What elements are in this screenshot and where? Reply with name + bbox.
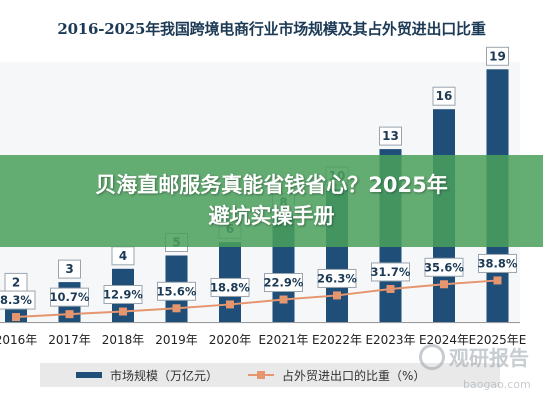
line-label-box-1 [50, 287, 89, 307]
line-label-box-6 [317, 268, 357, 288]
bar-label-1: 3 [65, 262, 73, 276]
line-label-6: 26.3% [317, 271, 357, 285]
bar-label-box-1 [58, 259, 81, 279]
bar-label-2: 4 [119, 249, 127, 263]
line-label-5: 22.9% [264, 276, 304, 290]
watermark-logo-icon [419, 344, 445, 370]
bar-label-8: 16 [436, 89, 453, 103]
line-label-4: 18.8% [210, 280, 250, 294]
line-label-box-2 [103, 285, 143, 305]
x-tick-label-5: E2021年 [258, 333, 308, 347]
bar-label-box-8 [432, 86, 456, 106]
watermark-url: baogao.com [463, 378, 531, 391]
line-label-box-0 [0, 290, 36, 310]
banner-headline[interactable]: 贝海直邮服务真能省钱省心？2025年避坑实操手册 [95, 173, 448, 228]
line-label-0: 8.3% [0, 293, 32, 307]
legend-item-line: 占外贸进出口的比重（%） [248, 367, 425, 384]
watermark: 观研报告 baogao.com [419, 338, 539, 408]
line-label-box-4 [210, 277, 250, 297]
x-tick-label-2: 2018年 [102, 333, 145, 347]
watermark-name: 观研报告 [449, 346, 529, 370]
line-point-5 [279, 295, 288, 304]
x-tick-label-1: 2017年 [48, 333, 91, 347]
x-tick-label-3: 2019年 [155, 333, 198, 347]
line-point-6 [333, 291, 341, 300]
line-point-0 [12, 313, 20, 322]
line-point-3 [172, 304, 181, 313]
legend-bar-swatch [76, 372, 102, 378]
line-label-8: 35.6% [424, 260, 464, 274]
line-label-box-7 [371, 262, 410, 282]
bar-label-7: 13 [382, 129, 399, 143]
line-point-8 [440, 280, 448, 289]
legend-line-swatch [248, 371, 275, 379]
line-label-9: 38.8% [478, 256, 518, 270]
chart-title: 2016-2025年我国跨境电商行业市场规模及其占外贸进出口比重 [57, 20, 486, 38]
x-tick-label-8: E2024年 [419, 333, 469, 347]
bar-label-0: 2 [12, 275, 20, 289]
legend-item-bar: 市场规模（万亿元） [76, 367, 218, 384]
line-label-2: 12.9% [103, 288, 143, 302]
line-point-2 [119, 307, 127, 316]
line-label-3: 15.6% [157, 284, 197, 298]
legend-bar-label: 市场规模（万亿元） [110, 368, 219, 383]
line-point-4 [226, 300, 234, 309]
line-label-7: 31.7% [371, 265, 411, 279]
line-point-9 [493, 276, 502, 285]
bar-label-box-9 [486, 46, 509, 66]
bar-label-9: 19 [489, 49, 506, 63]
line-point-7 [386, 284, 395, 293]
x-tick-label-9: E2025年E [469, 333, 527, 347]
line-point-1 [65, 310, 74, 319]
line-label-1: 10.7% [50, 290, 90, 304]
x-tick-label-6: E2022年 [312, 333, 362, 347]
line-label-box-5 [264, 273, 303, 293]
overlay-banner[interactable]: 贝海直邮服务真能省钱省心？2025年避坑实操手册 [0, 155, 543, 247]
bar-label-box-7 [379, 126, 402, 146]
line-label-box-3 [157, 281, 196, 301]
line-label-box-8 [424, 257, 464, 277]
x-tick-label-7: E2023年 [365, 333, 415, 347]
line-label-box-9 [478, 253, 517, 273]
x-tick-label-4: 2020年 [209, 333, 252, 347]
line-series [15, 279, 498, 319]
legend-line-label: 占外贸进出口的比重（%） [282, 368, 426, 383]
